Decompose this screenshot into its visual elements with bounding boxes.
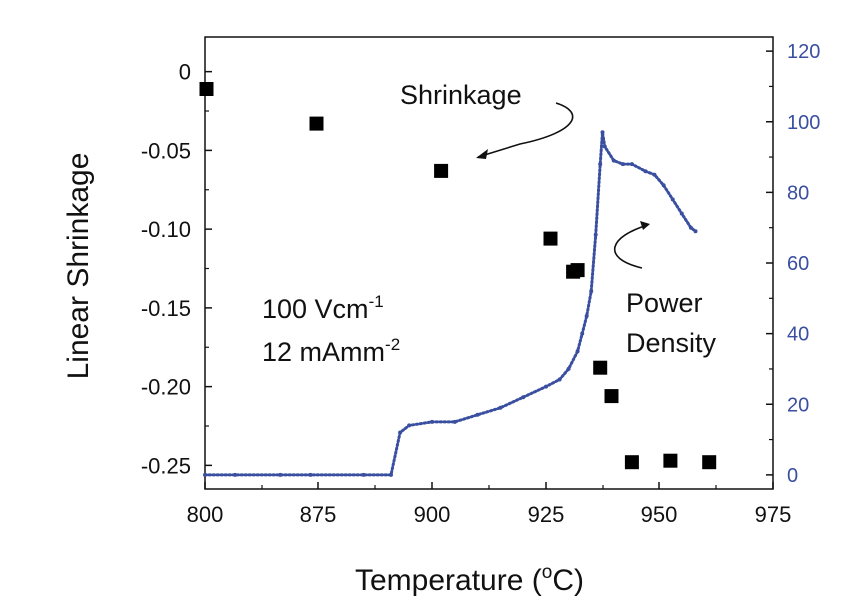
x-tick-label: 875 xyxy=(300,502,337,527)
power-density-point xyxy=(475,412,480,417)
power-density-point xyxy=(670,197,675,202)
power-density-point xyxy=(679,211,684,216)
power-density-point xyxy=(611,158,616,163)
condition-field-text: 100 Vcm xyxy=(262,294,369,324)
shrinkage-annotation: Shrinkage xyxy=(400,80,522,110)
power-density-point xyxy=(566,366,571,371)
power-density-series xyxy=(203,130,698,477)
x-tick-label: 975 xyxy=(755,502,792,527)
shrinkage-point xyxy=(570,263,585,278)
axis-ticks: 800 875 900 925 950 9750-0.05-0.10-0.15-0.20-… xyxy=(141,41,821,527)
shrinkage-point xyxy=(702,455,717,470)
shrinkage-point xyxy=(543,231,558,246)
power-density-arrow xyxy=(613,224,649,269)
condition-field-strength: 100 Vcm-1 xyxy=(262,292,384,324)
x-axis-title-close-paren: ) xyxy=(574,564,584,597)
power-density-point xyxy=(620,162,625,167)
shrinkage-point xyxy=(434,163,449,178)
y-tick-label: -0.05 xyxy=(141,138,191,163)
x-axis-title: Temperature (oC) xyxy=(355,562,584,597)
x-tick-label: 800 xyxy=(187,502,224,527)
shrinkage-arrow xyxy=(477,102,574,158)
power-density-point xyxy=(498,405,503,410)
x-tick-label: 900 xyxy=(414,502,451,527)
power-density-point xyxy=(688,225,693,230)
power-density-point xyxy=(575,349,580,354)
y-tick-label: -0.10 xyxy=(141,217,191,242)
power-annotation-line1: Power xyxy=(626,288,703,318)
y-tick-label: -0.25 xyxy=(141,453,191,478)
power-density-point xyxy=(452,419,457,424)
power-density-point xyxy=(600,130,605,135)
power-density-point xyxy=(589,289,594,294)
shrinkage-point xyxy=(663,453,678,468)
power-density-point xyxy=(661,183,666,188)
power-annotation-line2: Density xyxy=(626,328,717,358)
power-density-point xyxy=(557,377,562,382)
shrinkage-point xyxy=(624,455,639,470)
power-density-point xyxy=(602,144,607,149)
shrinkage-point xyxy=(593,360,608,375)
power-density-point xyxy=(308,472,313,477)
y2-tick-label: 60 xyxy=(787,253,809,275)
y-tick-label: -0.15 xyxy=(141,296,191,321)
power-density-point xyxy=(407,423,412,428)
x-axis-title-open-paren: ( xyxy=(523,564,541,597)
power-density-point xyxy=(652,172,657,177)
y2-tick-label: 40 xyxy=(787,324,809,346)
condition-current-text: 12 mAmm xyxy=(262,337,385,367)
power-density-point xyxy=(643,169,648,174)
condition-current-sup: -2 xyxy=(385,335,400,354)
power-density-point xyxy=(521,395,526,400)
y-axis-title: Linear Shrinkage xyxy=(62,153,95,380)
power-density-point xyxy=(278,472,283,477)
power-density-point xyxy=(430,419,434,424)
power-density-line xyxy=(205,131,696,476)
y2-tick-label: 120 xyxy=(787,41,820,63)
power-density-point xyxy=(361,472,366,477)
power-density-arrowhead xyxy=(640,221,650,230)
condition-current-density: 12 mAmm-2 xyxy=(262,335,400,367)
power-density-point xyxy=(203,472,207,477)
x-tick-label: 950 xyxy=(641,502,678,527)
y2-tick-label: 0 xyxy=(787,465,798,487)
shrinkage-point xyxy=(604,389,619,404)
power-density-point xyxy=(584,314,589,318)
shrinkage-point xyxy=(309,116,324,131)
y2-tick-label: 80 xyxy=(787,182,809,204)
condition-field-sup: -1 xyxy=(369,292,384,311)
y2-tick-label: 100 xyxy=(787,112,820,134)
power-density-point xyxy=(389,472,393,477)
power-density-point xyxy=(544,384,548,389)
x-tick-label: 925 xyxy=(528,502,565,527)
shrinkage-series xyxy=(199,82,717,470)
shrinkage-point xyxy=(199,82,214,96)
power-density-point xyxy=(233,472,238,477)
y2-tick-label: 20 xyxy=(787,394,809,416)
y-tick-label: 0 xyxy=(179,60,191,85)
x-axis-title-unit: C xyxy=(552,564,574,597)
x-axis-title-text: Temperature xyxy=(355,564,523,597)
power-density-point xyxy=(593,232,598,237)
power-density-point xyxy=(398,430,403,435)
x-axis-title-degree: o xyxy=(542,562,553,583)
y-tick-label: -0.20 xyxy=(141,375,191,400)
power-density-point xyxy=(598,162,603,167)
shrinkage-arrowhead xyxy=(476,149,488,159)
power-density-point xyxy=(580,331,585,336)
power-density-point xyxy=(693,229,698,234)
power-density-point xyxy=(629,162,634,167)
